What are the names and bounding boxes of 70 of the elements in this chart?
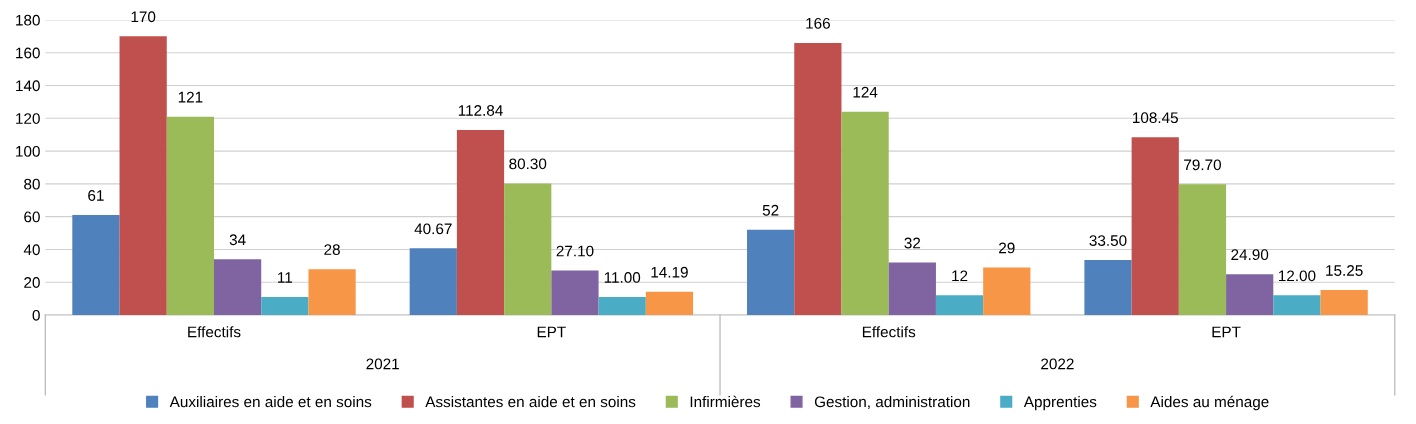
data-label: 15.25 (1326, 265, 1363, 276)
bar (72, 215, 120, 316)
data-label: 61 (88, 190, 104, 201)
legend-label: Apprenties (1023, 396, 1097, 411)
y-tick-label: 120 (16, 113, 40, 124)
data-label: 79.70 (1184, 159, 1221, 171)
bar (747, 229, 795, 316)
data-label: 11.00 (604, 272, 641, 283)
bar (551, 270, 599, 316)
bar (794, 42, 842, 316)
y-tick-label: 40 (23, 244, 40, 256)
data-label: 166 (806, 17, 830, 29)
data-label: 11 (278, 272, 293, 283)
data-label: 24.90 (1231, 249, 1269, 261)
data-label: 32 (904, 237, 921, 249)
data-label: 12 (952, 270, 968, 282)
data-label: 124 (853, 86, 878, 98)
data-label: 52 (762, 204, 779, 216)
data-label: 34 (229, 234, 246, 246)
x-tick-label: Effectifs (188, 326, 241, 338)
data-label: 170 (131, 11, 156, 23)
legend-label: Infirmières (690, 395, 761, 408)
data-label: 80.30 (509, 158, 547, 170)
bar (645, 291, 694, 316)
bar (888, 262, 936, 316)
bar (1273, 295, 1321, 316)
x-tick-label: EPT (1212, 326, 1241, 338)
x-tick-label: Effectifs (862, 326, 916, 338)
y-tick-label: 180 (16, 14, 40, 26)
legend-label: Gestion, administration (814, 396, 970, 410)
y-tick-label: 100 (16, 145, 40, 157)
bar (983, 267, 1031, 316)
bar (1320, 290, 1368, 316)
bar (935, 295, 984, 316)
bar (261, 297, 309, 316)
data-label: 33.50 (1089, 235, 1127, 246)
data-label: 112.84 (458, 105, 503, 116)
text: 2021 (366, 358, 399, 370)
bar (1178, 184, 1227, 316)
data-label: 12.00 (1278, 270, 1316, 282)
bar (1084, 260, 1132, 316)
y-tick-label: 160 (16, 47, 40, 59)
bar (166, 116, 214, 316)
y-tick-label: 20 (24, 277, 40, 288)
data-label: 108.45 (1133, 112, 1178, 124)
legend-label: Auxiliaires en aide et en soins (169, 396, 372, 408)
bar (213, 259, 262, 316)
bar (1131, 137, 1179, 316)
data-label: 28 (324, 244, 340, 255)
bar (841, 111, 889, 316)
legend-label: Assistantes en aide et en soins (425, 396, 636, 408)
data-label: 40.67 (414, 223, 452, 235)
y-tick-label: 0 (32, 309, 40, 321)
data-label: 29 (999, 242, 1015, 254)
data-label: 27.10 (556, 245, 594, 257)
y-tick-label: 140 (16, 80, 40, 92)
bar (119, 36, 167, 316)
bar (1226, 274, 1274, 316)
legend-label: Aides au ménage (1150, 395, 1269, 411)
bar (456, 130, 505, 316)
text: 2022 (1041, 358, 1074, 370)
data-label: 14.19 (651, 266, 688, 278)
data-label: 121 (178, 91, 203, 103)
bar (308, 269, 356, 316)
y-tick-label: 60 (24, 211, 40, 223)
x-tick-label: EPT (537, 326, 566, 338)
y-tick-label: 80 (24, 178, 40, 190)
bar (409, 248, 457, 316)
bar (598, 297, 646, 316)
bar (504, 183, 552, 316)
